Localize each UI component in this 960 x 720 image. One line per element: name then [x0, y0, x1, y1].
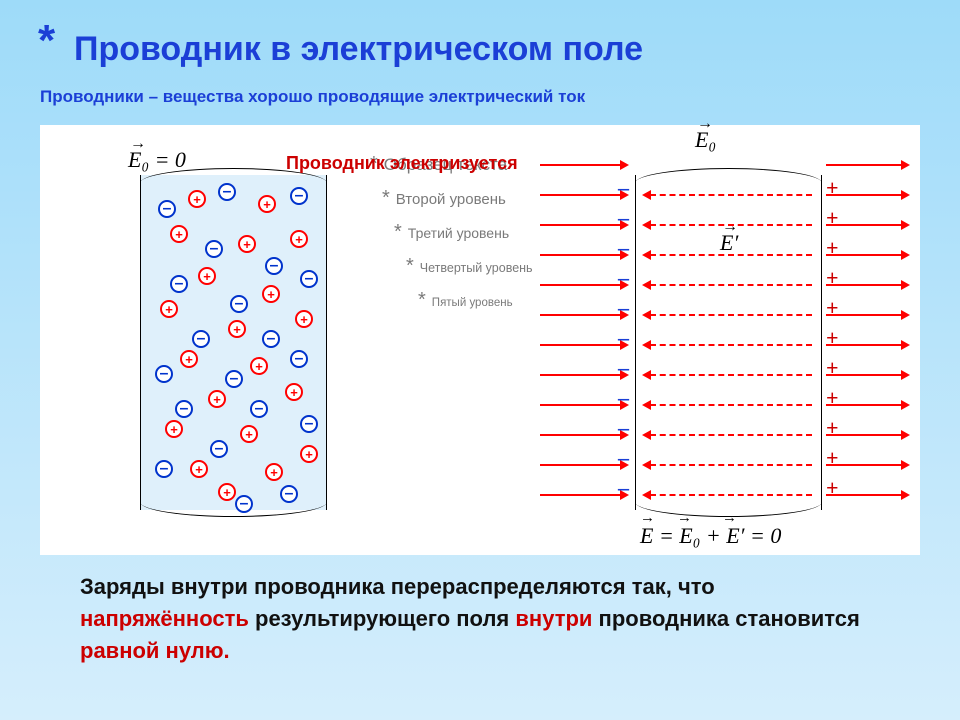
- positive-charge-icon: +: [198, 267, 216, 285]
- surface-positive-sign: +: [826, 325, 839, 351]
- negative-charge-icon: –: [235, 495, 253, 513]
- caption-fragment: результирующего поля: [249, 606, 515, 631]
- positive-charge-icon: +: [300, 445, 318, 463]
- negative-charge-icon: –: [250, 400, 268, 418]
- positive-charge-icon: +: [290, 230, 308, 248]
- negative-charge-icon: –: [230, 295, 248, 313]
- surface-positive-sign: +: [826, 415, 839, 441]
- diagram-area: →E₀ = 0++++++++++++++++++++–––––––––––––…: [40, 125, 920, 555]
- caption-fragment: равной нулю.: [80, 638, 230, 663]
- caption-fragment: Заряды внутри проводника перераспределяю…: [80, 574, 715, 599]
- surface-positive-sign: +: [826, 385, 839, 411]
- positive-charge-icon: +: [160, 300, 178, 318]
- positive-charge-icon: +: [180, 350, 198, 368]
- surface-positive-sign: +: [826, 475, 839, 501]
- surface-positive-sign: +: [826, 295, 839, 321]
- caption-fragment: внутри: [515, 606, 592, 631]
- surface-negative-sign: –: [618, 295, 629, 321]
- surface-negative-sign: –: [618, 205, 629, 231]
- surface-negative-sign: –: [618, 265, 629, 291]
- negative-charge-icon: –: [290, 187, 308, 205]
- negative-charge-icon: –: [192, 330, 210, 348]
- negative-charge-icon: –: [175, 400, 193, 418]
- subtitle: Проводники – вещества хорошо проводящие …: [40, 87, 920, 107]
- negative-charge-icon: –: [158, 200, 176, 218]
- positive-charge-icon: +: [265, 463, 283, 481]
- positive-charge-icon: +: [190, 460, 208, 478]
- surface-negative-sign: –: [618, 415, 629, 441]
- positive-charge-icon: +: [285, 383, 303, 401]
- right-E0-label: →E₀: [695, 127, 716, 153]
- positive-charge-icon: +: [218, 483, 236, 501]
- surface-positive-sign: +: [826, 235, 839, 261]
- surface-positive-sign: +: [826, 355, 839, 381]
- positive-charge-icon: +: [165, 420, 183, 438]
- positive-charge-icon: +: [240, 425, 258, 443]
- surface-negative-sign: –: [618, 355, 629, 381]
- field-equation: E = E₀ + E′ = 0→→→: [640, 523, 781, 549]
- positive-charge-icon: +: [295, 310, 313, 328]
- negative-charge-icon: –: [218, 183, 236, 201]
- negative-charge-icon: –: [205, 240, 223, 258]
- placeholder-level-item: *Третий уровень: [394, 215, 533, 249]
- caption-fragment: проводника становится: [592, 606, 859, 631]
- negative-charge-icon: –: [300, 270, 318, 288]
- positive-charge-icon: +: [228, 320, 246, 338]
- negative-charge-icon: –: [225, 370, 243, 388]
- placeholder-level-item: *Второй уровень: [382, 181, 533, 215]
- positive-charge-icon: +: [250, 357, 268, 375]
- positive-charge-icon: +: [188, 190, 206, 208]
- placeholder-level-item: *Пятый уровень: [418, 283, 533, 317]
- caption-fragment: напряжённость: [80, 606, 249, 631]
- bottom-caption: Заряды внутри проводника перераспределяю…: [80, 571, 880, 667]
- negative-charge-icon: –: [265, 257, 283, 275]
- left-E0-label: →E₀ = 0: [128, 147, 186, 173]
- negative-charge-icon: –: [155, 460, 173, 478]
- positive-charge-icon: +: [258, 195, 276, 213]
- negative-charge-icon: –: [290, 350, 308, 368]
- surface-negative-sign: –: [618, 325, 629, 351]
- positive-charge-icon: +: [170, 225, 188, 243]
- negative-charge-icon: –: [262, 330, 280, 348]
- surface-positive-sign: +: [826, 265, 839, 291]
- negative-charge-icon: –: [155, 365, 173, 383]
- negative-charge-icon: –: [210, 440, 228, 458]
- red-overlay-caption: Проводник электризуется: [286, 153, 518, 174]
- surface-positive-sign: +: [826, 445, 839, 471]
- slide-title: * Проводник в электрическом поле: [74, 30, 920, 69]
- positive-charge-icon: +: [238, 235, 256, 253]
- title-star-icon: *: [38, 16, 55, 66]
- surface-negative-sign: –: [618, 385, 629, 411]
- positive-charge-icon: +: [262, 285, 280, 303]
- surface-negative-sign: –: [618, 475, 629, 501]
- title-text: Проводник в электрическом поле: [74, 30, 643, 68]
- placeholder-level-item: *Четвертый уровень: [406, 249, 533, 283]
- right-Eprime-label: →E′: [720, 230, 738, 256]
- positive-charge-icon: +: [208, 390, 226, 408]
- negative-charge-icon: –: [280, 485, 298, 503]
- negative-charge-icon: –: [300, 415, 318, 433]
- surface-positive-sign: +: [826, 175, 839, 201]
- surface-positive-sign: +: [826, 205, 839, 231]
- surface-negative-sign: –: [618, 235, 629, 261]
- negative-charge-icon: –: [170, 275, 188, 293]
- surface-negative-sign: –: [618, 445, 629, 471]
- surface-negative-sign: –: [618, 175, 629, 201]
